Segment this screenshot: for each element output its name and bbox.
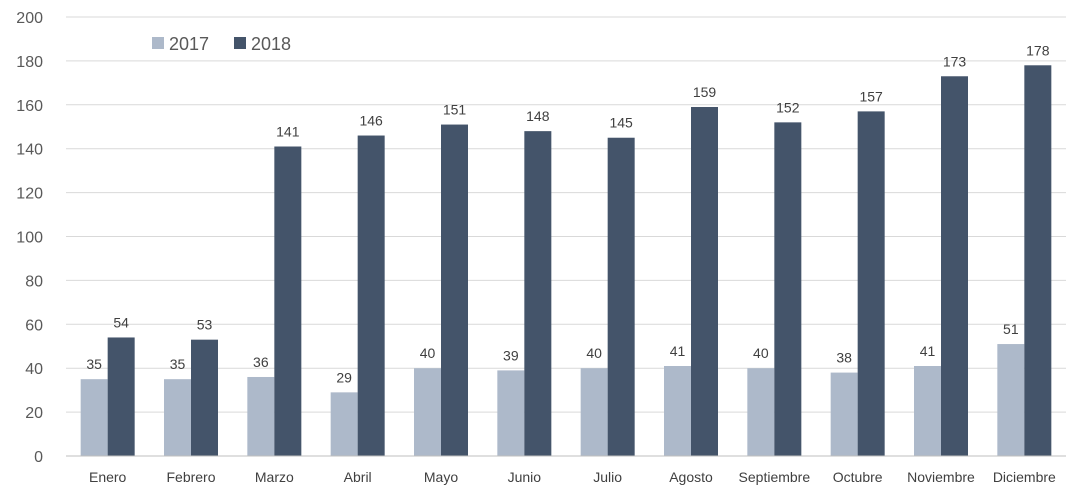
data-label-2018-Julio: 145 bbox=[609, 115, 633, 131]
bar-2018-Febrero bbox=[191, 339, 218, 456]
x-tick-label: Abril bbox=[344, 469, 372, 485]
x-tick-label: Julio bbox=[593, 469, 622, 485]
data-label-2017-Febrero: 35 bbox=[170, 356, 186, 372]
data-label-2017-Junio: 39 bbox=[503, 347, 519, 363]
data-label-2018-Mayo: 151 bbox=[443, 102, 467, 118]
bar-2017-Octubre bbox=[830, 372, 858, 456]
bar-2017-Septiembre bbox=[747, 368, 775, 456]
legend-swatch-2018 bbox=[234, 37, 246, 49]
x-tick-label: Noviembre bbox=[907, 469, 975, 485]
bar-2018-Diciembre bbox=[1024, 65, 1052, 456]
bar-2018-Julio bbox=[607, 137, 635, 456]
x-tick-label: Octubre bbox=[833, 469, 883, 485]
legend-swatch-2017 bbox=[152, 37, 164, 49]
bar-2017-Mayo bbox=[414, 368, 441, 456]
bar-2018-Mayo bbox=[441, 124, 468, 457]
data-label-2017-Enero: 35 bbox=[86, 356, 102, 372]
bar-2018-Noviembre bbox=[941, 76, 968, 456]
bar-2018-Abril bbox=[357, 135, 385, 456]
legend-label-2018: 2018 bbox=[251, 34, 291, 54]
data-label-2017-Octubre: 38 bbox=[836, 350, 852, 366]
bar-2017-Julio bbox=[580, 368, 608, 456]
y-tick-label: 20 bbox=[25, 405, 43, 422]
x-tick-label: Junio bbox=[508, 469, 542, 485]
x-tick-label: Marzo bbox=[255, 469, 294, 485]
x-tick-label: Enero bbox=[89, 469, 127, 485]
gridlines bbox=[66, 16, 1066, 413]
y-tick-label: 120 bbox=[16, 186, 43, 203]
bar-2017-Diciembre bbox=[997, 344, 1025, 456]
data-label-2018-Noviembre: 173 bbox=[943, 53, 967, 69]
bar-2017-Noviembre bbox=[914, 366, 941, 456]
y-axis: 0 20 40 60 80 100 120 140 160 180 200 bbox=[16, 10, 43, 466]
bar-2018-Octubre bbox=[857, 111, 885, 456]
data-label-2017-Abril: 29 bbox=[336, 369, 352, 385]
legend-label-2017: 2017 bbox=[169, 34, 209, 54]
x-tick-label: Agosto bbox=[669, 469, 713, 485]
bar-2018-Agosto bbox=[691, 106, 718, 457]
x-axis: Enero Febrero Marzo Abril Mayo Junio Julio Agos… bbox=[66, 455, 1066, 485]
y-tick-label: 160 bbox=[16, 98, 43, 115]
bar-2017-Febrero bbox=[164, 379, 191, 456]
y-tick-label: 0 bbox=[34, 449, 43, 466]
bar-2017-Enero bbox=[80, 379, 108, 456]
data-label-2018-Junio: 148 bbox=[526, 108, 550, 124]
data-labels: 35 54 35 53 36 141 29 146 40 151 39 148 40 145 41 159 40… bbox=[86, 42, 1049, 385]
data-label-2018-Marzo: 141 bbox=[276, 124, 300, 140]
y-tick-label: 60 bbox=[25, 317, 43, 334]
data-label-2017-Septiembre: 40 bbox=[753, 345, 769, 361]
y-tick-label: 180 bbox=[16, 54, 43, 71]
data-label-2017-Mayo: 40 bbox=[420, 345, 436, 361]
data-label-2018-Febrero: 53 bbox=[197, 317, 213, 333]
data-label-2018-Enero: 54 bbox=[113, 314, 129, 330]
data-label-2017-Agosto: 41 bbox=[670, 343, 686, 359]
data-label-2018-Abril: 146 bbox=[359, 113, 383, 129]
y-tick-label: 40 bbox=[25, 361, 43, 378]
bar-2017-Abril bbox=[330, 392, 358, 456]
data-label-2017-Julio: 40 bbox=[586, 345, 602, 361]
y-tick-label: 200 bbox=[16, 10, 43, 27]
data-label-2017-Noviembre: 41 bbox=[920, 343, 936, 359]
data-label-2017-Marzo: 36 bbox=[253, 354, 269, 370]
data-label-2018-Octubre: 157 bbox=[859, 88, 883, 104]
bar-2018-Enero bbox=[107, 337, 135, 456]
y-tick-label: 140 bbox=[16, 142, 43, 159]
x-tick-label: Septiembre bbox=[739, 469, 811, 485]
bars bbox=[80, 65, 1052, 457]
bar-2017-Junio bbox=[497, 370, 525, 456]
x-tick-label: Febrero bbox=[166, 469, 215, 485]
x-tick-label: Mayo bbox=[424, 469, 458, 485]
bar-2017-Agosto bbox=[664, 366, 691, 456]
data-label-2017-Diciembre: 51 bbox=[1003, 321, 1019, 337]
data-label-2018-Agosto: 159 bbox=[693, 84, 717, 100]
bar-2018-Septiembre bbox=[774, 122, 802, 457]
x-tick-label: Diciembre bbox=[993, 469, 1056, 485]
y-tick-label: 100 bbox=[16, 230, 43, 247]
legend: 2017 2018 bbox=[152, 34, 291, 54]
bar-2018-Marzo bbox=[274, 146, 302, 456]
y-tick-label: 80 bbox=[25, 273, 43, 290]
data-label-2018-Diciembre: 178 bbox=[1026, 42, 1050, 58]
bar-2017-Marzo bbox=[247, 376, 275, 456]
bar-2018-Junio bbox=[524, 131, 552, 456]
data-label-2018-Septiembre: 152 bbox=[776, 99, 800, 115]
